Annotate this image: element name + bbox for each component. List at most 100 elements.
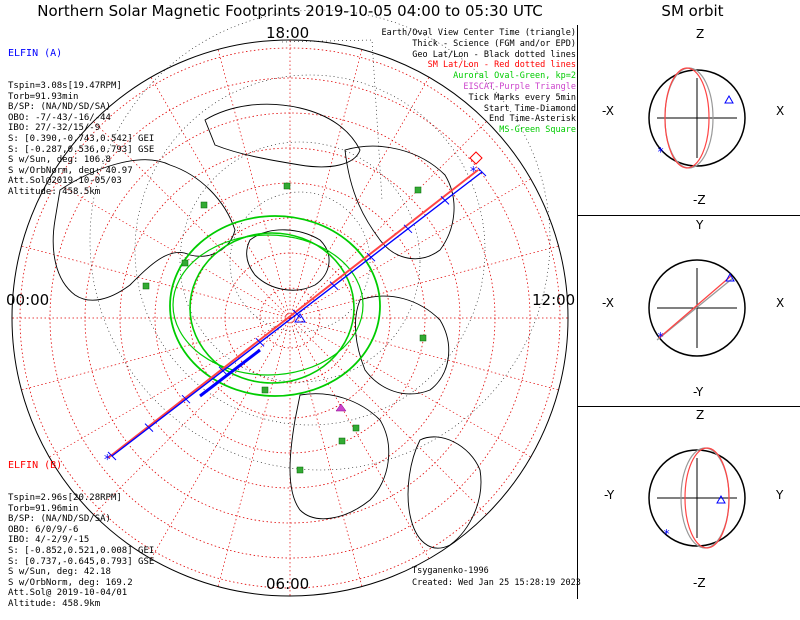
sm-lon-line: [289, 121, 487, 319]
panel2-left-label: -X: [602, 296, 614, 310]
coastline: [52, 159, 236, 301]
elfin-a-tick: [329, 281, 339, 290]
ms-green-square: [200, 201, 208, 209]
geo-lat-circle: [179, 141, 421, 383]
panel2-right-label: X: [776, 296, 785, 310]
sat-triangle: [716, 494, 726, 504]
ms-green-square: [338, 437, 346, 445]
panel-divider: [578, 215, 800, 216]
sm-lon-line: [21, 245, 291, 319]
sm-orbit-title: SM orbit: [661, 2, 724, 20]
legend-entry: Tick Marks every 5min: [468, 92, 576, 103]
elfin-a-tick: [144, 423, 154, 432]
elfin-b-info-line: S: [0.737,-0.645,0.793] GSE: [8, 556, 155, 567]
legend: Earth/Oval View Center Time (triangle) Th…: [382, 28, 576, 136]
elfin-a-info-line: S: [-0.287,0.536,0.793] GSE: [8, 144, 155, 155]
elfin-a-info: ELFIN (A) Tspin=3.08s[19.47RPM] Torb=91.9…: [8, 28, 154, 208]
elfin-a-tick: [366, 252, 376, 262]
elfin-b-info-line: S: [-0.852,0.521,0.008] GEI: [8, 545, 155, 556]
panel1-bottom-label: -Z: [693, 193, 706, 207]
panel3-right-label: Y: [776, 488, 784, 502]
panel1-right-label: X: [776, 104, 785, 118]
legend-entry: Auroral Oval-Green, kp=2: [453, 71, 576, 82]
ms-green-square: [414, 186, 422, 194]
elfin-b-orbit: [684, 447, 730, 549]
map-boundary: [11, 39, 569, 597]
legend-entry: SM Lat/Lon - Red dotted lines: [427, 60, 576, 71]
elfin-b-info-line: S w/Sun, deg: 42.18: [8, 567, 111, 578]
elfin-a-info-line: IBO: 27/-32/15/-9: [8, 123, 101, 134]
geo-lat-circle: [89, 9, 551, 471]
elfin-b-info-line: IBO: 4/-2/9/-15: [8, 535, 90, 546]
footer-created: Created: Wed Jan 25 15:28:19 2023: [412, 578, 581, 588]
footer-model: Tsyganenko-1996: [412, 566, 489, 576]
elfin-a-tick: [440, 196, 450, 205]
panel3-bottom-label: -Z: [693, 576, 706, 590]
elfin-a-info-line: B/SP: (NA/ND/SD/SA): [8, 102, 111, 113]
sm-lon-line: [289, 317, 531, 458]
view-center-triangle: [294, 313, 306, 323]
hour-label-right: 12:00: [532, 291, 576, 309]
auroral-oval-inner: [189, 232, 355, 384]
elfin-a-end-asterisk: *: [104, 453, 111, 468]
elfin-a-tick: [107, 451, 117, 461]
elfin-b-info: ELFIN (B) Tspin=2.96s[20.28RPM] Torb=91.9…: [8, 440, 154, 620]
elfin-a-tick: [292, 309, 302, 319]
coastline: [344, 145, 455, 260]
elfin-b-info-line: S w/OrbNorm, deg: 169.2: [8, 577, 133, 588]
auroral-oval-outer: [169, 215, 381, 397]
elfin-a-start-asterisk: *: [470, 165, 477, 180]
panel2-bottom-label: -Y: [693, 385, 704, 399]
elfin-b-orbit: [664, 67, 710, 169]
earth-circle: [648, 259, 746, 357]
sm-lon-line: [289, 317, 559, 391]
elfin-a-info-line: Torb=91.93min: [8, 91, 79, 102]
sat-marker: *: [657, 330, 664, 344]
geo-lat-circle: [229, 191, 371, 333]
ms-green-square: [283, 182, 291, 190]
elfin-a-tick: [181, 394, 191, 404]
elfin-a-tick: [477, 167, 487, 177]
ms-green-square: [419, 334, 427, 342]
legend-entry: Geo Lat/Lon - Black dotted lines: [412, 49, 576, 60]
elfin-a-tick: [218, 366, 228, 376]
elfin-b-info-line: Altitude: 458.9km: [8, 598, 101, 609]
elfin-a-name: ELFIN (A): [8, 48, 63, 60]
elfin-a-info-line: S: [0.390,-0.743,0.542] GEI: [8, 133, 155, 144]
eiscat-triangle: [335, 403, 347, 412]
elfin-a-info-line: S w/OrbNorm, deg: 40.97: [8, 165, 133, 176]
coastline: [355, 295, 450, 395]
coastline: [246, 229, 330, 291]
sm-lat-circle: [119, 147, 461, 489]
elfin-a-info-line: Att.Sol@2019-10-05/03: [8, 176, 122, 187]
panel2-top-label: Y: [696, 218, 704, 232]
hour-label-top: 18:00: [266, 24, 310, 42]
elfin-b-info-line: Tspin=2.96s[20.28RPM]: [8, 492, 122, 503]
legend-entry: Earth/Oval View Center Time (triangle): [381, 28, 576, 38]
elfin-b-track: [107, 169, 479, 459]
hour-label-bottom: 06:00: [266, 575, 310, 593]
elfin-a-info-line: Altitude: 458.5km: [8, 186, 101, 197]
elfin-b-info-line: Att.Sol@ 2019-10-04/01: [8, 588, 128, 599]
panel3-top-label: Z: [696, 408, 705, 422]
geo-lat-circle: [134, 74, 486, 426]
panel1-left-label: -X: [602, 104, 614, 118]
elfin-b-info-line: Torb=91.96min: [8, 503, 79, 514]
sat-marker: *: [663, 527, 670, 541]
footprint-map-frame: [0, 25, 578, 599]
hour-label-left: 00:00: [6, 291, 50, 309]
sm-lon-line: [150, 317, 291, 559]
sm-lat-circle: [19, 47, 561, 589]
plot-title: Northern Solar Magnetic Footprints 2019-…: [37, 2, 543, 20]
legend-entry: MS-Green Square: [499, 125, 576, 136]
elfin-a-tick: [255, 338, 265, 347]
ms-green-square: [142, 282, 150, 290]
legend-entry: Start Time-Diamond: [483, 103, 576, 114]
footprint-map: * * * * *: [11, 9, 746, 597]
elfin-b-info-line: OBO: 6/0/9/-6: [8, 524, 79, 535]
elfin-a-info-line: Tspin=3.08s[19.47RPM]: [8, 80, 122, 91]
ms-green-square: [352, 424, 360, 432]
ms-green-square: [296, 466, 304, 474]
panel3-left-label: -Y: [604, 488, 615, 502]
elfin-b-name: ELFIN (B): [8, 460, 63, 472]
